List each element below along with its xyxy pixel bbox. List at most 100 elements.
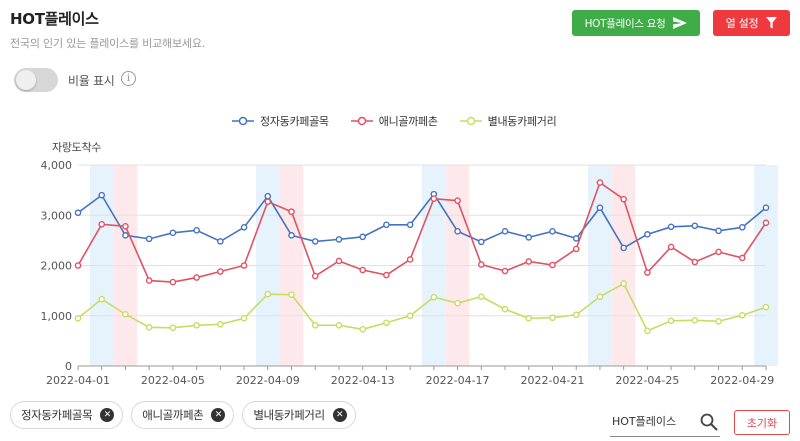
data-point (762, 219, 770, 227)
place-chip-label: 별내동카페거리 (253, 408, 325, 422)
legend-marker (232, 116, 254, 126)
series-line (77, 192, 767, 249)
x-tick-label: 2022-04-05 (141, 374, 205, 387)
data-point (715, 248, 722, 256)
data-point (122, 232, 129, 239)
data-point (383, 271, 390, 279)
chart-legend: 정자동카페골목 애니골까페촌 별내동카페거리 (232, 113, 557, 129)
data-point (549, 261, 556, 269)
data-point (264, 192, 272, 200)
ratio-toggle-label: 비율 표시 (68, 74, 115, 88)
data-point (667, 223, 675, 231)
data-point (644, 231, 651, 238)
y-tick-label: 2,000 (41, 260, 73, 273)
data-point (288, 232, 295, 239)
request-hotplace-button[interactable]: HOT플레이스 요청 (572, 10, 700, 36)
data-point (359, 233, 366, 241)
place-search[interactable]: HOT플레이스 (610, 407, 720, 437)
data-point (762, 303, 770, 311)
data-point (738, 311, 746, 319)
data-point (691, 258, 699, 266)
data-point (240, 314, 248, 322)
data-point (454, 299, 461, 307)
data-point (311, 321, 319, 329)
data-point (217, 320, 224, 328)
data-point (145, 277, 153, 284)
data-point (288, 291, 295, 298)
request-hotplace-label: HOT플레이스 요청 (584, 17, 666, 30)
data-point (311, 272, 319, 280)
data-point (383, 319, 390, 327)
data-point (145, 235, 153, 243)
data-point (169, 229, 177, 237)
data-point (525, 258, 533, 265)
data-point (145, 324, 153, 331)
data-point (335, 321, 343, 329)
data-point (478, 293, 485, 300)
data-point (193, 321, 200, 329)
data-point (572, 311, 580, 319)
data-point (335, 236, 343, 243)
data-point (193, 227, 200, 234)
data-point (240, 262, 248, 269)
data-point (691, 222, 699, 230)
data-point (169, 324, 177, 332)
data-point (169, 278, 177, 286)
remove-icon[interactable]: ✕ (332, 408, 347, 422)
x-tick-label: 2022-04-09 (236, 374, 300, 387)
data-point (691, 316, 699, 324)
place-chip-label: 정자동카페골목 (21, 408, 93, 422)
data-point (264, 198, 272, 205)
info-icon[interactable]: i (121, 71, 136, 86)
page-subtitle: 전국의 인기 있는 플레이스를 비교해보세요. (10, 37, 206, 50)
legend-item[interactable]: 정자동카페골목 (232, 113, 329, 129)
x-tick-label: 2022-04-01 (46, 374, 110, 387)
remove-icon[interactable]: ✕ (100, 408, 115, 422)
data-point (596, 204, 604, 212)
legend-item[interactable]: 애니골까페촌 (350, 113, 438, 129)
place-chip-label: 애니골까페촌 (142, 408, 204, 422)
column-settings-button[interactable]: 열 설정 (713, 10, 790, 36)
data-point (74, 262, 82, 269)
y-tick-label: 3,000 (41, 209, 73, 222)
x-tick-label: 2022-04-17 (426, 374, 490, 387)
data-point (359, 326, 366, 333)
data-point (620, 195, 627, 203)
reset-button[interactable]: 초기화 (734, 410, 790, 435)
legend-marker (459, 116, 482, 126)
data-point (98, 191, 106, 199)
data-point (454, 228, 461, 235)
data-point (501, 228, 509, 235)
place-search-input[interactable]: HOT플레이스 (612, 415, 677, 428)
data-point (264, 290, 272, 298)
data-point (501, 305, 509, 313)
data-point (478, 261, 485, 268)
legend-marker (350, 116, 373, 126)
data-point (501, 267, 509, 275)
data-point (430, 195, 438, 202)
data-point (596, 293, 604, 300)
legend-label: 애니골까페촌 (378, 115, 438, 128)
legend-label: 별내동카페거리 (487, 115, 557, 128)
data-point (74, 314, 82, 322)
data-point (430, 293, 438, 301)
data-point (406, 312, 414, 320)
data-point (454, 197, 461, 204)
x-tick-label: 2022-04-13 (331, 374, 395, 387)
send-icon (673, 17, 688, 29)
search-icon[interactable] (700, 413, 718, 431)
ratio-toggle[interactable] (14, 68, 58, 92)
data-point (359, 266, 366, 274)
data-point (383, 221, 390, 229)
data-point (74, 209, 82, 217)
data-point (715, 317, 722, 325)
legend-item[interactable]: 별내동카페거리 (459, 113, 557, 129)
data-point (335, 257, 343, 265)
page-title: HOT플레이스 (10, 10, 99, 28)
data-point (644, 327, 651, 335)
place-chip: 정자동카페골목 ✕ (10, 401, 124, 429)
x-tick-label: 2022-04-29 (710, 374, 774, 387)
x-tick-label: 2022-04-25 (615, 374, 679, 387)
remove-icon[interactable]: ✕ (211, 408, 226, 422)
data-point (596, 179, 604, 186)
